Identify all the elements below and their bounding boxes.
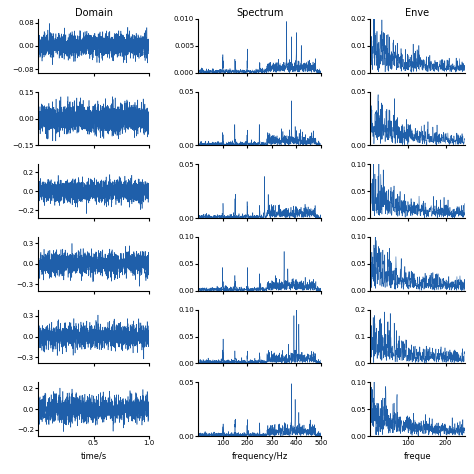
Title: Enve: Enve	[405, 8, 429, 18]
Title: Domain: Domain	[74, 8, 112, 18]
Title: Spectrum: Spectrum	[236, 8, 283, 18]
X-axis label: frequency/Hz: frequency/Hz	[231, 452, 288, 461]
X-axis label: time/s: time/s	[81, 452, 107, 461]
X-axis label: freque: freque	[403, 452, 431, 461]
